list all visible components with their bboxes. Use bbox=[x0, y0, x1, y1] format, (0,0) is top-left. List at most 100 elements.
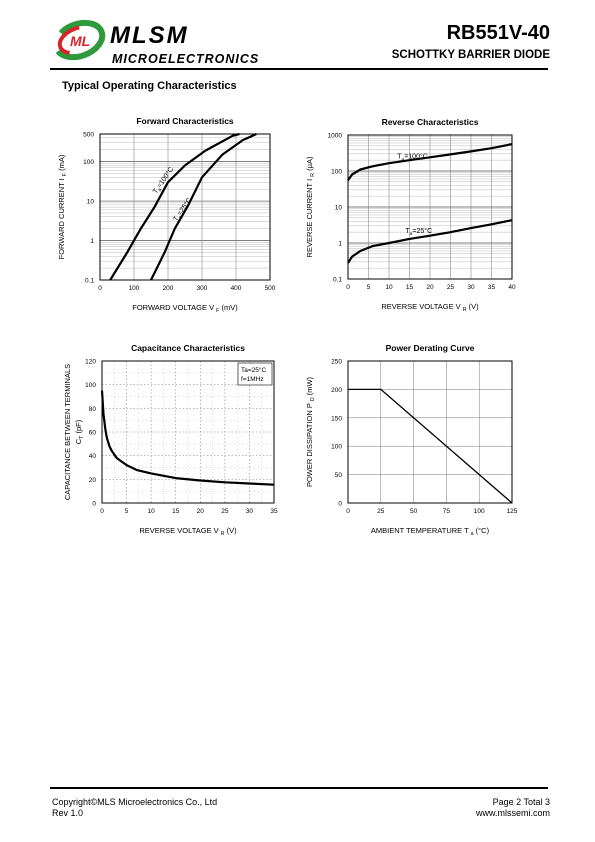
y-tick-label: 80 bbox=[89, 406, 97, 413]
x-tick-label: 35 bbox=[488, 284, 496, 291]
series-line-ta100c bbox=[109, 132, 240, 281]
y-tick-label: 0 bbox=[338, 501, 342, 508]
series-line-ta100c bbox=[347, 143, 513, 181]
legend-box bbox=[237, 362, 273, 386]
x-tick-label: 35 bbox=[270, 508, 278, 515]
x-tick-label: 40 bbox=[508, 284, 516, 291]
page-number: Page 2 Total 3 bbox=[492, 797, 550, 807]
y-tick-label: 250 bbox=[331, 359, 342, 366]
series-line-0 bbox=[348, 388, 513, 504]
website-link[interactable]: www.mlssemi.com bbox=[475, 808, 550, 818]
y-tick-label: 0.1 bbox=[85, 278, 94, 285]
x-tick-label: 100 bbox=[129, 285, 140, 292]
y-tick-label: 1 bbox=[338, 241, 342, 248]
x-tick-label: 25 bbox=[377, 508, 385, 515]
chart-capacitance: Capacitance Characteristics 0 5 10 15 20 25 30 3… bbox=[63, 343, 278, 537]
y-tick-label: 60 bbox=[89, 430, 97, 437]
chart-title: Reverse Characteristics bbox=[382, 117, 479, 127]
x-axis-label: REVERSE VOLTAGE V R (V) bbox=[381, 302, 479, 313]
y-tick-label: 1000 bbox=[328, 133, 343, 140]
y-tick-label: 40 bbox=[89, 453, 97, 460]
logo-letters: ML bbox=[70, 33, 90, 49]
x-tick-label: 20 bbox=[197, 508, 205, 515]
legend-entry: f=1MHz bbox=[241, 376, 264, 383]
y-tick-label: 120 bbox=[85, 359, 96, 366]
curve-annotation: Ta=25°C bbox=[172, 196, 196, 224]
part-number: RB551V-40 bbox=[446, 22, 550, 44]
y-axis-label-2: CT (pF) bbox=[74, 419, 85, 444]
y-tick-label: 0 bbox=[92, 501, 96, 508]
x-tick-label: 50 bbox=[410, 508, 418, 515]
y-tick-label: 100 bbox=[331, 169, 342, 176]
footer-rule bbox=[50, 787, 548, 789]
y-axis-label: POWER DISSIPATION P D (mW) bbox=[305, 376, 316, 487]
logo-red-arc bbox=[57, 24, 101, 56]
x-axis-label: REVERSE VOLTAGE V R (V) bbox=[139, 526, 237, 537]
curve-annotation: Ta=25°C bbox=[405, 227, 432, 237]
x-tick-label: 30 bbox=[467, 284, 475, 291]
x-tick-label: 300 bbox=[197, 285, 208, 292]
section-title: Typical Operating Characteristics bbox=[62, 80, 237, 92]
chart-derating: Power Derating Curve 0 25 50 75 100 125 0 50 100 1… bbox=[305, 343, 518, 537]
x-tick-label: 15 bbox=[406, 284, 414, 291]
x-tick-label: 10 bbox=[148, 508, 156, 515]
chart-title: Capacitance Characteristics bbox=[131, 343, 245, 353]
x-axis-label: AMBIENT TEMPERATURE T a (°C) bbox=[371, 526, 490, 537]
x-tick-label: 30 bbox=[246, 508, 254, 515]
plot-frame bbox=[99, 133, 271, 281]
x-tick-label: 0 bbox=[100, 508, 104, 515]
x-tick-label: 5 bbox=[125, 508, 129, 515]
y-tick-label: 200 bbox=[331, 387, 342, 394]
x-tick-label: 15 bbox=[172, 508, 180, 515]
series-line-ta25c bbox=[150, 132, 257, 281]
series-line-0 bbox=[100, 390, 275, 486]
y-tick-label: 50 bbox=[335, 472, 343, 479]
series-line-ta25c bbox=[347, 219, 513, 264]
y-tick-label: 10 bbox=[335, 205, 343, 212]
mlsm-logo: ML bbox=[52, 19, 106, 61]
revision-text: Rev 1.0 bbox=[52, 808, 84, 818]
copyright-text: Copyright©MLS Microelectronics Co., Ltd bbox=[52, 797, 218, 807]
x-tick-label: 5 bbox=[367, 284, 371, 291]
plot-frame bbox=[101, 360, 275, 504]
chart-forward: Forward Characteristics 0 100 200 300 400 500 0… bbox=[57, 116, 276, 314]
chart-reverse: Reverse Characteristics 0 5 10 15 20 25 30 35 40 0… bbox=[305, 117, 516, 313]
x-tick-label: 0 bbox=[98, 285, 102, 292]
x-tick-label: 10 bbox=[385, 284, 393, 291]
x-tick-label: 25 bbox=[447, 284, 455, 291]
x-tick-label: 125 bbox=[507, 508, 518, 515]
y-tick-label: 20 bbox=[89, 477, 97, 484]
x-tick-label: 20 bbox=[426, 284, 434, 291]
x-tick-label: 0 bbox=[346, 508, 350, 515]
chart-title: Forward Characteristics bbox=[136, 116, 234, 126]
y-axis-label: CAPACITANCE BETWEEN TERMINALS bbox=[63, 364, 72, 500]
y-axis-label: FORWARD CURRENT I F (mA) bbox=[57, 154, 68, 259]
chart-title: Power Derating Curve bbox=[386, 343, 475, 353]
plot-frame bbox=[347, 360, 513, 504]
y-tick-label: 1 bbox=[90, 238, 94, 245]
header-rule bbox=[50, 68, 548, 70]
x-tick-label: 400 bbox=[231, 285, 242, 292]
y-tick-label: 100 bbox=[85, 382, 96, 389]
x-axis-label: FORWARD VOLTAGE V F (mV) bbox=[132, 303, 238, 314]
curve-annotation: Ta=100°C bbox=[397, 153, 428, 163]
y-tick-label: 100 bbox=[331, 444, 342, 451]
x-tick-label: 75 bbox=[443, 508, 451, 515]
y-axis-label: REVERSE CURRENT I R (μA) bbox=[305, 156, 316, 257]
x-tick-label: 500 bbox=[265, 285, 276, 292]
y-tick-label: 10 bbox=[87, 199, 95, 206]
y-tick-label: 100 bbox=[83, 159, 94, 166]
x-tick-label: 25 bbox=[221, 508, 229, 515]
y-tick-label: 150 bbox=[331, 415, 342, 422]
logo-green-arc bbox=[52, 19, 106, 61]
legend-entry: Ta=25°C bbox=[241, 366, 266, 374]
y-tick-label: 500 bbox=[83, 132, 94, 139]
plot-frame bbox=[347, 134, 513, 280]
part-description: SCHOTTKY BARRIER DIODE bbox=[391, 49, 550, 61]
x-tick-label: 0 bbox=[346, 284, 350, 291]
brand-name: MLSM bbox=[110, 22, 189, 49]
x-tick-label: 100 bbox=[474, 508, 485, 515]
x-tick-label: 200 bbox=[163, 285, 174, 292]
y-tick-label: 0.1 bbox=[333, 277, 342, 284]
